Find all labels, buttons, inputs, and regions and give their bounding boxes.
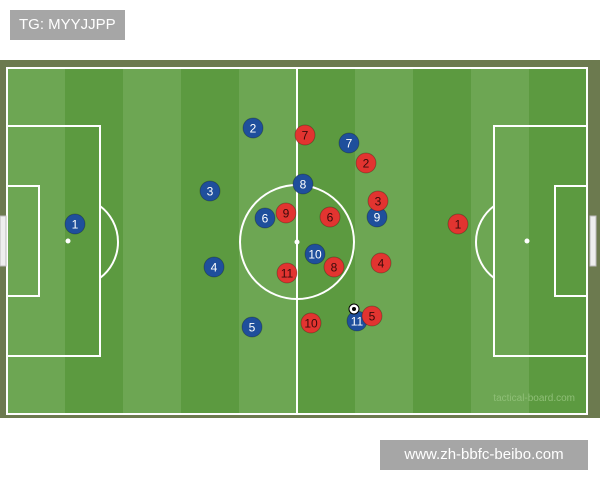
player-number: 3 (375, 195, 382, 209)
red-player-10[interactable]: 10 (300, 312, 322, 334)
player-number: 7 (302, 129, 309, 143)
blue-player-4[interactable]: 4 (203, 256, 225, 278)
player-number: 6 (327, 211, 334, 225)
red-player-3[interactable]: 3 (367, 190, 389, 212)
red-player-2[interactable]: 2 (355, 152, 377, 174)
left-penalty-spot (65, 238, 71, 244)
blue-player-6[interactable]: 6 (254, 207, 276, 229)
player-marker (199, 180, 221, 202)
left-goal-box (6, 185, 40, 297)
player-number: 10 (304, 317, 318, 331)
red-player-8[interactable]: 8 (323, 256, 345, 278)
pitch-stripe (413, 68, 471, 414)
soccer-ball-icon[interactable] (348, 303, 360, 315)
pitch-stripe (65, 68, 123, 414)
pitch-stripe (529, 68, 587, 414)
player-marker (367, 190, 389, 212)
player-number: 5 (249, 321, 256, 335)
player-marker (361, 305, 383, 327)
right-goal-box (554, 185, 588, 297)
blue-player-10[interactable]: 10 (304, 243, 326, 265)
player-number: 3 (207, 185, 214, 199)
player-number: 8 (300, 178, 307, 192)
player-marker (242, 117, 264, 139)
player-marker (292, 173, 314, 195)
blue-player-8[interactable]: 8 (292, 173, 314, 195)
right-penalty-arc (475, 205, 495, 279)
player-number: 10 (308, 248, 322, 262)
player-marker (338, 132, 360, 154)
red-player-5[interactable]: 5 (361, 305, 383, 327)
blue-player-1[interactable]: 1 (64, 213, 86, 235)
pitch-stripe (7, 68, 65, 414)
left-goal (0, 215, 7, 267)
center-spot (294, 239, 300, 245)
player-number: 9 (283, 207, 290, 221)
player-marker (294, 124, 316, 146)
red-player-4[interactable]: 4 (370, 252, 392, 274)
player-number: 1 (455, 218, 462, 232)
player-number: 9 (374, 211, 381, 225)
pitch-stripe (471, 68, 529, 414)
player-marker (64, 213, 86, 235)
player-number: 2 (250, 122, 257, 136)
pitch-stripe (297, 68, 355, 414)
player-marker (370, 252, 392, 274)
red-player-7[interactable]: 7 (294, 124, 316, 146)
blue-player-2[interactable]: 2 (242, 117, 264, 139)
site-label: www.zh-bbfc-beibo.com (380, 440, 588, 470)
red-player-6[interactable]: 6 (319, 206, 341, 228)
player-marker (275, 202, 297, 224)
player-number: 5 (369, 310, 376, 324)
left-penalty-arc (99, 205, 119, 279)
player-marker (447, 213, 469, 235)
player-marker (300, 312, 322, 334)
pitch-stripe (123, 68, 181, 414)
red-player-9[interactable]: 9 (275, 202, 297, 224)
player-marker (241, 316, 263, 338)
blue-player-3[interactable]: 3 (199, 180, 221, 202)
tg-label: TG: MYYJJPP (10, 10, 125, 40)
watermark: tactical-board.com (493, 393, 575, 404)
red-player-11[interactable]: 11 (276, 262, 298, 284)
player-marker (203, 256, 225, 278)
tactical-board: tactical-board.com 123456789101112345678… (0, 60, 600, 418)
player-marker (254, 207, 276, 229)
right-penalty-spot (524, 238, 530, 244)
pitch-stripe (181, 68, 239, 414)
player-number: 1 (72, 218, 79, 232)
player-number: 11 (281, 267, 294, 281)
player-marker (355, 152, 377, 174)
player-number: 11 (351, 315, 364, 329)
player-number: 4 (378, 257, 385, 271)
blue-player-5[interactable]: 5 (241, 316, 263, 338)
player-marker (276, 262, 298, 284)
pitch-stripe (355, 68, 413, 414)
player-number: 2 (363, 157, 370, 171)
player-number: 7 (346, 137, 353, 151)
player-marker (319, 206, 341, 228)
red-player-1[interactable]: 1 (447, 213, 469, 235)
player-marker (304, 243, 326, 265)
blue-player-7[interactable]: 7 (338, 132, 360, 154)
player-marker (323, 256, 345, 278)
player-number: 4 (211, 261, 218, 275)
right-goal (589, 215, 597, 267)
player-number: 8 (331, 261, 338, 275)
player-number: 6 (262, 212, 269, 226)
